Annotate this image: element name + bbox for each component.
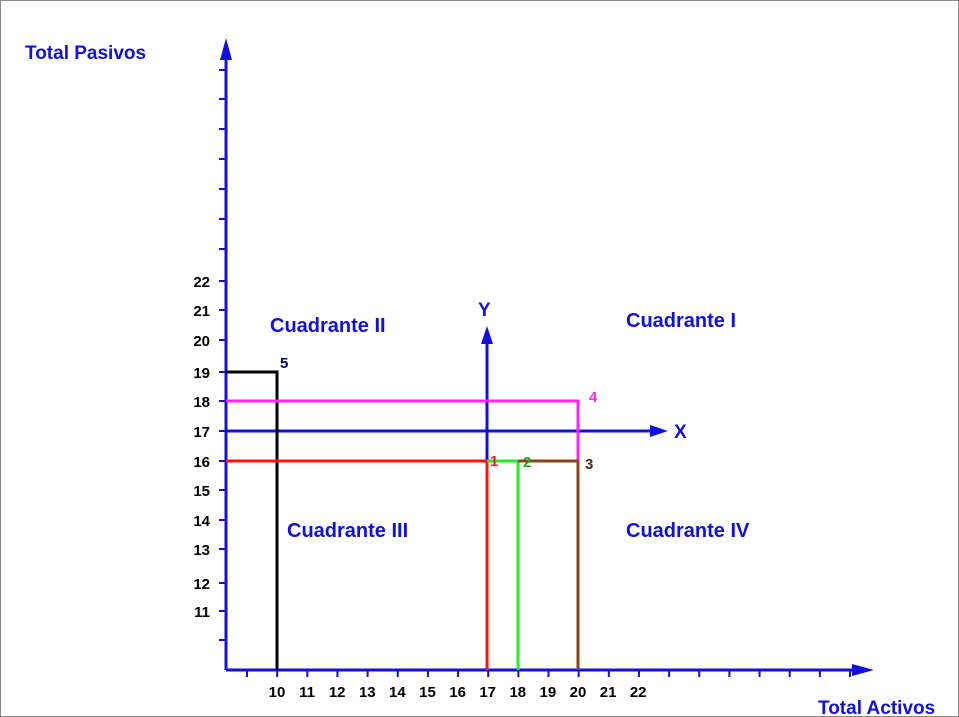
- y-tick-label: 19: [193, 365, 210, 382]
- arrow: [852, 664, 874, 676]
- y-tick-label: 22: [193, 274, 210, 291]
- arrow: [220, 38, 232, 60]
- point-label: 3: [585, 456, 593, 473]
- y-tick-label: 16: [193, 454, 210, 471]
- x-tick-label: 21: [600, 684, 617, 701]
- x-tick-label: 13: [359, 684, 376, 701]
- x-title: Total Activos: [818, 698, 935, 717]
- y-tick-label: 17: [193, 424, 210, 441]
- arrow: [481, 326, 493, 344]
- quadrant-label: Cuadrante II: [270, 315, 386, 337]
- y-title: Total Pasivos: [25, 43, 146, 64]
- quadrant-label: Cuadrante IV: [626, 520, 750, 542]
- point-lines: [226, 370, 580, 670]
- point-label: 2: [523, 454, 531, 471]
- line-4: [226, 399, 580, 461]
- x-tick-label: 17: [479, 684, 496, 701]
- x-tick-label: 18: [509, 684, 526, 701]
- x-tick-label: 16: [449, 684, 466, 701]
- y-tick-label: 18: [193, 394, 210, 411]
- arrow: [650, 425, 668, 437]
- x-tick-label: 20: [570, 684, 587, 701]
- quadrant-label: Cuadrante I: [626, 310, 736, 332]
- x-tick-label: 10: [269, 684, 286, 701]
- y-tick-label: 20: [193, 333, 210, 350]
- x-tick-label: 19: [540, 684, 557, 701]
- y-tick-label: 11: [194, 604, 210, 621]
- y-tick-label: 15: [193, 483, 210, 500]
- x-tick-label: 14: [389, 684, 406, 701]
- y-tick-label: 12: [193, 576, 210, 593]
- line-3: [518, 459, 580, 670]
- x-tick-label: 12: [329, 684, 346, 701]
- x-tick-label: 11: [299, 684, 315, 701]
- y-tick-label: 21: [193, 303, 210, 320]
- inner-x-label: X: [674, 422, 687, 443]
- quadrant-label: Cuadrante III: [287, 520, 408, 542]
- line-5: [226, 370, 279, 670]
- y-tick-label: 14: [193, 513, 210, 530]
- inner-y-label: Y: [478, 300, 491, 321]
- x-tick-label: 22: [630, 684, 647, 701]
- point-label: 4: [589, 389, 598, 406]
- x-tick-label: 15: [419, 684, 436, 701]
- y-tick-label: 13: [193, 542, 210, 559]
- point-label: 5: [280, 355, 288, 372]
- point-label: 1: [490, 453, 498, 470]
